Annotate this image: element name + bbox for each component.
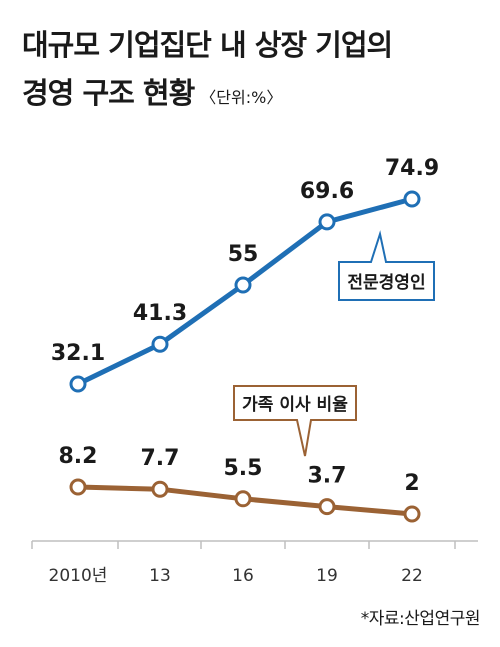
data-point [69, 478, 87, 496]
data-label: 3.7 [308, 464, 347, 489]
unit-label: 〈단위:%〉 [200, 88, 283, 107]
data-label: 69.6 [300, 179, 354, 204]
chart-title: 대규모 기업집단 내 상장 기업의 [22, 28, 393, 62]
legend-label-family: 가족 이사 비율 [242, 395, 348, 415]
data-label: 41.3 [133, 301, 187, 326]
data-label: 5.5 [224, 456, 263, 481]
x-tick-label: 2010년 [49, 566, 108, 586]
legend-callout-family [233, 385, 357, 457]
legend-label-professional: 전문경영인 [347, 273, 425, 293]
data-label: 2 [404, 471, 419, 496]
data-label: 7.7 [141, 446, 180, 471]
data-point [69, 375, 87, 393]
data-label: 74.9 [385, 156, 439, 181]
data-point [234, 276, 252, 294]
data-label: 32.1 [51, 341, 105, 366]
source-note: *자료:산업연구원 [360, 609, 481, 629]
legend-callout-professional [338, 230, 435, 301]
data-point [234, 490, 252, 508]
data-point [403, 190, 421, 208]
x-tick-label: 22 [401, 566, 423, 586]
x-tick-label: 19 [316, 566, 338, 586]
data-point [318, 213, 336, 231]
x-tick-label: 16 [232, 566, 254, 586]
data-label: 55 [228, 242, 259, 267]
data-point [151, 480, 169, 498]
data-point [151, 335, 169, 353]
data-point [403, 505, 421, 523]
chart-title-line2: 경영 구조 현황 [22, 76, 195, 110]
data-label: 8.2 [59, 444, 98, 469]
data-point [318, 498, 336, 516]
x-tick-label: 13 [149, 566, 171, 586]
